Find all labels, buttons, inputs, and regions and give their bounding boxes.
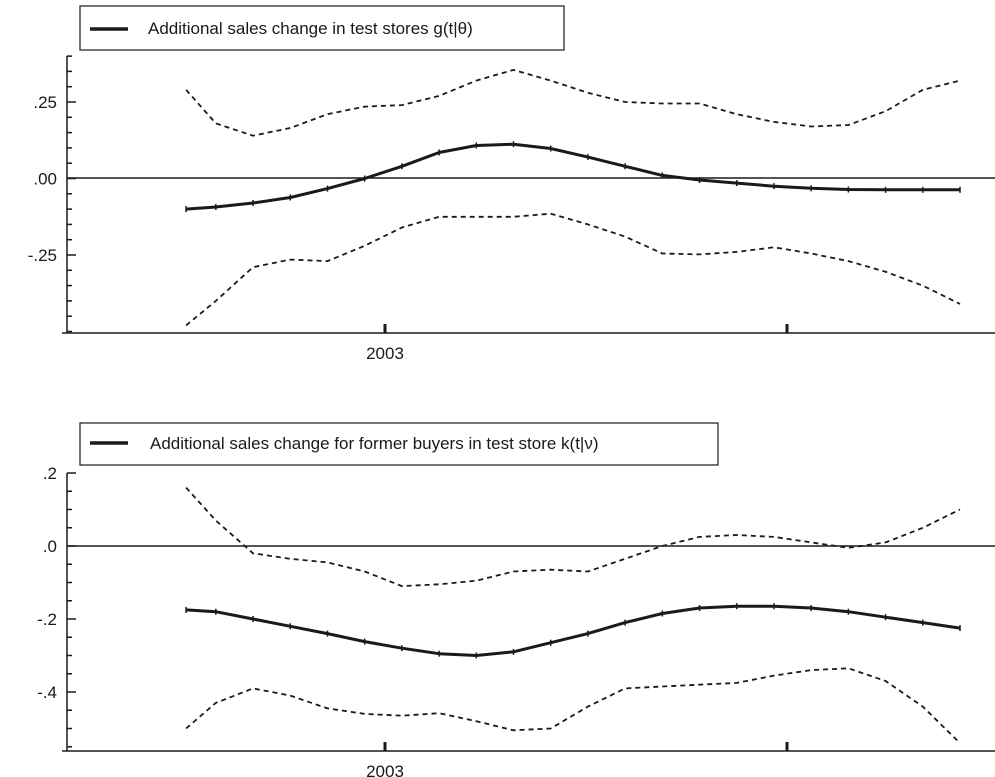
upper-bound-line (185, 486, 961, 587)
x-tick-label: 2003 (366, 762, 404, 777)
y-tick-label: .0 (43, 537, 57, 556)
legend-label: Additional sales change for former buyer… (150, 434, 599, 453)
legend-box (79, 5, 565, 51)
y-tick-label: .25 (33, 93, 57, 112)
y-tick-label: .00 (33, 170, 57, 189)
y-tick-label: -.25 (28, 246, 57, 265)
y-tick-label: -.4 (37, 683, 57, 702)
top-panel: Additional sales change in test stores g… (28, 5, 995, 363)
estimate-line (186, 604, 961, 657)
lower-bound-line (185, 212, 961, 327)
y-tick-label: .2 (43, 464, 57, 483)
estimate-line (185, 142, 960, 211)
x-tick-label: 2003 (366, 344, 404, 363)
y-tick-label: -.2 (37, 610, 57, 629)
upper-bound-line (185, 69, 961, 137)
lower-bound-line (185, 667, 961, 744)
bottom-panel: Additional sales change for former buyer… (37, 422, 995, 777)
legend-label: Additional sales change in test stores g… (148, 19, 473, 38)
legend-box (79, 422, 719, 466)
